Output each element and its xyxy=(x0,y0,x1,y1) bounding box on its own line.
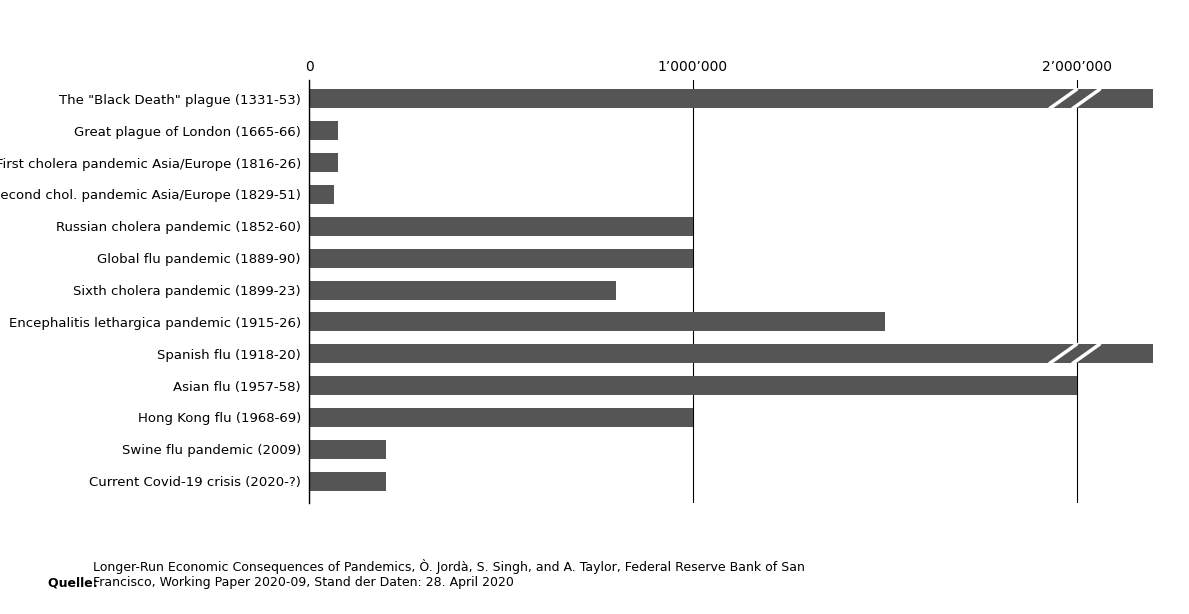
Bar xyxy=(309,376,1076,395)
Bar xyxy=(309,185,334,204)
Bar xyxy=(309,344,1153,363)
Bar xyxy=(309,153,338,172)
Bar xyxy=(309,121,338,141)
Bar xyxy=(309,249,693,268)
Bar xyxy=(309,408,693,427)
Bar xyxy=(309,440,386,459)
Text: Quelle:: Quelle: xyxy=(48,577,102,589)
Bar xyxy=(309,281,616,300)
Bar xyxy=(309,313,885,332)
Bar xyxy=(309,90,1153,109)
Bar xyxy=(309,217,693,236)
Text: Longer-Run Economic Consequences of Pandemics, Ò. Jordà, S. Singh, and A. Taylor: Longer-Run Economic Consequences of Pand… xyxy=(93,559,805,589)
Bar xyxy=(309,472,386,491)
